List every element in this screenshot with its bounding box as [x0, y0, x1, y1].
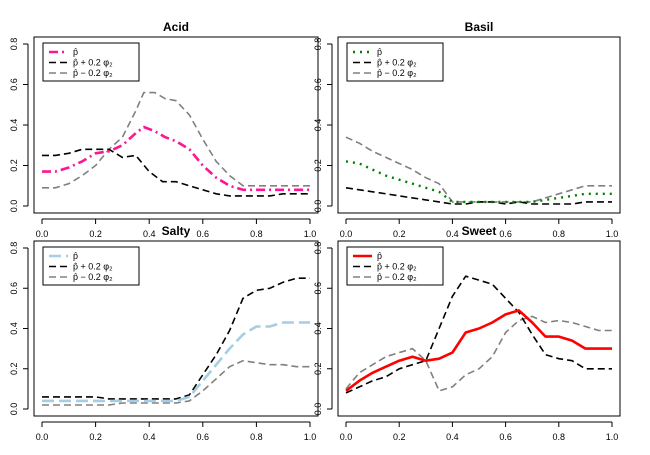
x-tick-label: 0.0 — [340, 229, 353, 239]
y-tick-label: 0.4 — [313, 322, 323, 335]
y-tick-label: 0.8 — [9, 38, 19, 51]
legend-label: p̂ — [377, 47, 382, 57]
legend-label: p̂ + 0.2 φ₂ — [73, 262, 113, 272]
x-tick-label: 0.6 — [197, 229, 210, 239]
legend-label: p̂ — [377, 251, 382, 261]
y-tick-label: 0.0 — [9, 403, 19, 416]
x-tick-label: 0.8 — [553, 432, 566, 442]
y-tick-label: 0.0 — [9, 200, 19, 213]
legend-box — [42, 246, 140, 286]
legend: p̂p̂ + 0.2 φ₂p̂ − 0.2 φ₂ — [42, 42, 140, 82]
y-tick-label: 0.4 — [9, 119, 19, 132]
series-line-2 — [345, 136, 612, 203]
legend-label: p̂ − 0.2 φ₂ — [73, 68, 113, 78]
y-tick-label: 0.6 — [313, 78, 323, 91]
x-tick-label: 1.0 — [606, 229, 619, 239]
x-tick-label: 0.2 — [89, 229, 102, 239]
plot-frame — [33, 36, 319, 214]
panel-title: Acid — [163, 20, 189, 34]
x-tick-label: 0.0 — [36, 432, 49, 442]
y-tick-label: 0.4 — [9, 322, 19, 335]
plot-frame — [337, 240, 621, 417]
y-tick-label: 0.2 — [9, 159, 19, 172]
y-tick-label: 0.6 — [9, 282, 19, 295]
y-tick-label: 0.0 — [313, 403, 323, 416]
x-tick-label: 0.6 — [499, 432, 512, 442]
x-tick-label: 0.4 — [143, 432, 156, 442]
legend-box — [346, 246, 444, 286]
legend-label: p̂ − 0.2 φ₂ — [377, 68, 417, 78]
series-line-0 — [42, 321, 310, 403]
y-tick-label: 0.2 — [313, 362, 323, 375]
legend-label: p̂ − 0.2 φ₂ — [377, 272, 417, 282]
x-tick-label: 1.0 — [304, 432, 317, 442]
legend-label: p̂ − 0.2 φ₂ — [73, 272, 113, 282]
y-tick-label: 0.6 — [9, 78, 19, 91]
x-tick-label: 0.4 — [446, 432, 459, 442]
x-tick-label: 0.6 — [197, 432, 210, 442]
plot-frame — [33, 240, 319, 417]
legend-label: p̂ — [73, 251, 78, 261]
legend-box — [346, 42, 444, 82]
x-tick-label: 0.4 — [446, 229, 459, 239]
legend: p̂p̂ + 0.2 φ₂p̂ − 0.2 φ₂ — [42, 246, 140, 286]
legend-box — [42, 42, 140, 82]
legend-label: p̂ + 0.2 φ₂ — [377, 58, 417, 68]
series-line-2 — [345, 315, 612, 392]
legend: p̂p̂ + 0.2 φ₂p̂ − 0.2 φ₂ — [346, 246, 444, 286]
panel-title: Sweet — [462, 224, 497, 238]
legend-label: p̂ + 0.2 φ₂ — [73, 58, 113, 68]
panel-title: Salty — [162, 224, 191, 238]
y-tick-label: 0.2 — [313, 159, 323, 172]
series-line-0 — [345, 309, 612, 392]
series-line-1 — [345, 275, 612, 394]
panel-sweet: Sweet 0.0 0.2 0.4 0.6 0.8 1.0 0.0 0.2 0.4 0.6 0.8 p̂… — [313, 224, 621, 442]
y-tick-label: 0.8 — [313, 38, 323, 51]
panel-title: Basil — [465, 20, 494, 34]
y-tick-label: 0.6 — [313, 282, 323, 295]
series-line-0 — [345, 160, 612, 204]
series-line-1 — [42, 148, 310, 197]
x-tick-label: 0.8 — [553, 229, 566, 239]
x-tick-label: 0.8 — [250, 229, 263, 239]
x-tick-label: 0.8 — [250, 432, 263, 442]
panel-salty: Salty 0.0 0.2 0.4 0.6 0.8 1.0 0.0 0.2 0.4 0.6 0.8 p̂… — [9, 224, 319, 442]
x-tick-label: 0.2 — [89, 432, 102, 442]
x-tick-label: 0.4 — [143, 229, 156, 239]
series-line-1 — [42, 277, 310, 400]
x-tick-label: 1.0 — [304, 229, 317, 239]
legend: p̂p̂ + 0.2 φ₂p̂ − 0.2 φ₂ — [346, 42, 444, 82]
panel-basil: Basil 0.0 0.2 0.4 0.6 0.8 1.0 0.0 0.2 0.4 0.6 0.8 p̂… — [313, 20, 621, 239]
series-line-2 — [42, 91, 310, 189]
x-tick-label: 0.2 — [393, 229, 406, 239]
x-tick-label: 0.6 — [499, 229, 512, 239]
legend-label: p̂ + 0.2 φ₂ — [377, 262, 417, 272]
y-tick-label: 0.4 — [313, 119, 323, 132]
x-tick-label: 0.2 — [393, 432, 406, 442]
legend-label: p̂ — [73, 47, 78, 57]
plot-frame — [337, 36, 621, 214]
y-tick-label: 0.8 — [313, 242, 323, 255]
x-tick-label: 0.0 — [340, 432, 353, 442]
y-tick-label: 0.2 — [9, 362, 19, 375]
series-line-0 — [42, 125, 310, 192]
y-tick-label: 0.8 — [9, 242, 19, 255]
series-line-2 — [42, 359, 310, 406]
x-tick-label: 0.0 — [36, 229, 49, 239]
x-tick-label: 1.0 — [606, 432, 619, 442]
y-tick-label: 0.0 — [313, 200, 323, 213]
